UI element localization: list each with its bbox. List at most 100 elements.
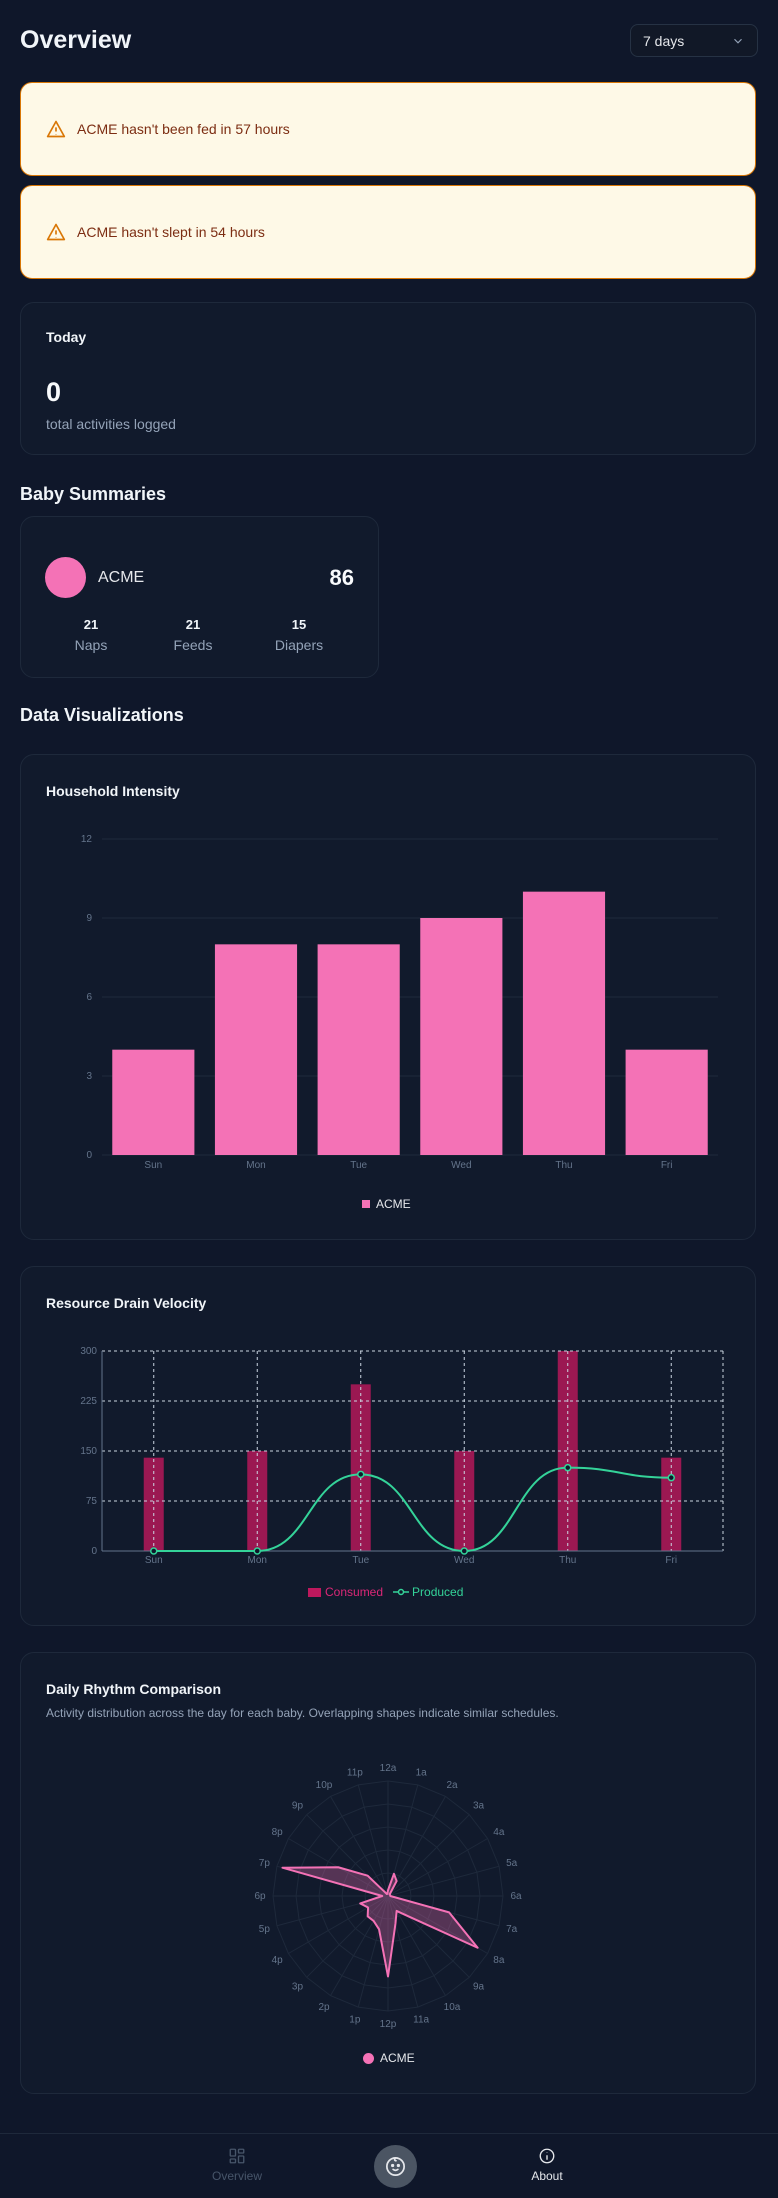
radar-axis-label: 1p [349,2015,361,2026]
radar-axis-label: 3a [473,1800,485,1811]
y-tick-label: 12 [81,834,93,845]
chart-legend[interactable]: ACME [362,1197,411,1211]
alert-text: ACME hasn't slept in 54 hours [77,224,265,240]
radar-axis-label: 6a [510,1891,522,1902]
household-intensity-card: Household Intensity 0 3 6 9 12 Sun Mon Tue Wed Th… [20,754,756,1240]
radar-axis-label: 1a [416,1767,428,1778]
page-title: Overview [20,26,132,54]
stat-diapers: 15 Diapers [259,617,339,653]
x-tick-label: Tue [350,1160,367,1171]
radar-axis-label: 4p [272,1955,284,1966]
x-tick-label: Thu [559,1555,576,1566]
radar-spoke [387,1814,470,1897]
radar-axis-label: 7p [259,1858,271,1869]
radar-spoke [387,1796,446,1897]
chart-legend[interactable]: Consumed Produced [308,1585,463,1599]
radar-axis-label: 12p [380,2019,397,2030]
radar-series-shape [281,1866,479,1978]
page-header: Overview 7 days [20,24,758,58]
line-legend-icon [393,1588,410,1596]
x-tick-label: Fri [661,1160,673,1171]
radar-spoke [306,1895,389,1978]
baby-center-button[interactable] [374,2145,417,2188]
bar [214,944,298,1155]
baby-summary-card[interactable]: ACME 86 21 Naps 21 Feeds 15 Diapers [20,516,379,678]
legend-swatch [308,1587,321,1597]
radar-axis-label: 8p [272,1827,284,1838]
radar-axis-label: 5a [506,1858,518,1869]
y-tick-label: 3 [86,1071,92,1082]
chart-description: Activity distribution across the day for… [46,1706,559,1720]
radar-spoke [357,1895,389,2008]
radar-axis-label: 9a [473,1982,485,1993]
bar [522,891,606,1155]
summaries-title: Baby Summaries [20,484,167,504]
nav-label: About [531,2169,563,2183]
line-point [667,1473,675,1482]
today-card: Today 0 total activities logged [20,302,756,455]
info-icon [539,2148,555,2164]
grid-icon [229,2148,245,2164]
nav-overview[interactable]: Overview [187,2147,287,2183]
radar-spoke [330,1796,389,1897]
baby-name: ACME [98,569,145,586]
y-tick-label: 0 [91,1546,97,1557]
warning-icon [46,223,66,241]
line-point [564,1463,572,1472]
chart-title: Resource Drain Velocity [46,1295,207,1311]
radar-axis-label: 10p [316,1780,333,1791]
bar [317,944,400,1155]
y-tick-label: 225 [80,1396,97,1407]
legend-label: Produced [412,1585,464,1599]
radar-axis-label: 4a [493,1827,505,1838]
radar-axis-label: 10a [444,2002,461,2013]
nav-label: Overview [211,2169,262,2183]
bar [143,1457,164,1551]
radar-axis-label: 5p [259,1924,271,1935]
chevron-down-icon [734,38,742,44]
radar-spoke [387,1865,500,1897]
line-point [357,1470,365,1479]
today-value: 0 [46,377,62,407]
x-tick-label: Sun [144,1160,162,1171]
daily-rhythm-chart: 12a 1a 2a 3a 4a 5a 6a 7a 8a 9a 10a 11a 12p 1p 2p 3p 4p 5p… [254,1763,522,2030]
legend-label: ACME [380,2051,415,2065]
radar-spoke [357,1784,389,1897]
radar-axis-label: 2p [318,2002,330,2013]
legend-label: Consumed [325,1585,384,1599]
radar-axis-label: 7a [506,1924,518,1935]
x-tick-label: Tue [352,1555,369,1566]
range-select-value: 7 days [643,33,685,49]
radar-axis-label: 12a [380,1763,397,1774]
radar-axis-label: 6p [254,1891,266,1902]
radar-spoke [387,1895,470,1978]
today-title: Today [46,329,87,345]
stat-value: 21 [185,617,201,632]
nav-about[interactable]: About [497,2147,597,2183]
y-tick-label: 300 [80,1346,97,1357]
line-point [253,1547,261,1555]
chart-title: Daily Rhythm Comparison [46,1681,222,1697]
radar-axis-label: 11p [347,1767,363,1778]
warning-icon [46,120,66,138]
today-label: total activities logged [46,416,176,432]
y-tick-label: 75 [86,1496,98,1507]
radar-spoke [387,1838,488,1897]
radar-spoke [387,1895,446,1996]
bar [112,1049,195,1155]
range-select[interactable]: 7 days [630,24,758,57]
chart-legend[interactable]: ACME [363,2051,415,2065]
avatar [45,557,86,598]
daily-rhythm-card: Daily Rhythm Comparison Activity distrib… [20,1652,756,2094]
x-tick-label: Wed [451,1160,471,1171]
radar-axis-label: 8a [493,1955,505,1966]
radar-spoke [330,1895,389,1996]
resource-drain-chart: 0 75 150 225 300 Sun Mon Tue Wed Thu Fri [80,1346,724,1566]
y-tick-label: 6 [86,992,92,1003]
x-tick-label: Wed [454,1555,474,1566]
legend-label: ACME [376,1197,411,1211]
radar-axis-label: 3p [292,1982,304,1993]
stat-value: 15 [291,617,307,632]
bar [625,1049,708,1155]
radar-axis-label: 2a [446,1780,458,1791]
